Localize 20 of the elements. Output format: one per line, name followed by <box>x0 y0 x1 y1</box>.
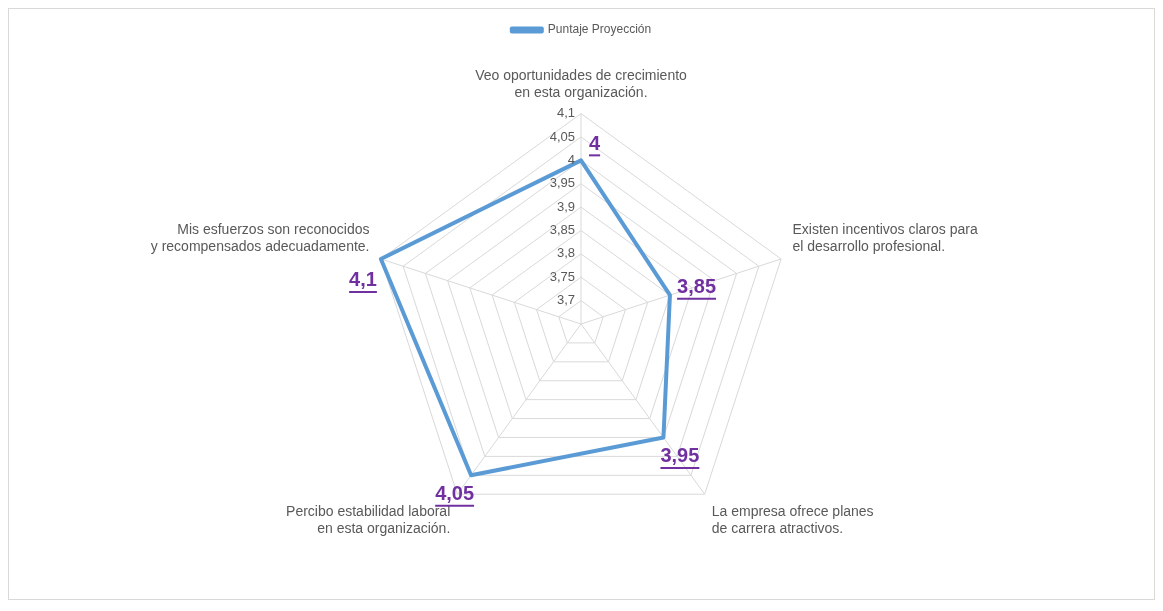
legend-label: Puntaje Proyección <box>547 22 652 37</box>
y-tick-label: 4 <box>567 151 575 167</box>
data-label: 4,05 <box>435 482 475 505</box>
spoke-label: Veo oportunidades de crecimiento en esta organización. <box>475 67 688 101</box>
y-tick-label: 3,7 <box>556 292 575 308</box>
data-label: 4,1 <box>349 268 377 291</box>
y-tick-label: 4,05 <box>549 128 575 144</box>
spoke-label: Percibo estabilidad laboral en esta organización. <box>286 503 451 536</box>
y-tick-label: 4,1 <box>556 105 575 121</box>
data-label: 4 <box>589 131 601 154</box>
y-tick-label: 3,9 <box>556 198 575 214</box>
y-tick-label: 3,85 <box>549 222 575 238</box>
spoke-label: Existen incentivos claros para el desarrollo profesional. <box>792 220 978 254</box>
y-tick-label: 3,95 <box>549 175 575 191</box>
y-tick-label: 3,8 <box>556 245 575 261</box>
data-label: 3,95 <box>660 444 700 467</box>
data-label: 3,85 <box>677 275 717 298</box>
spoke-label: Mis esfuerzos son reconocidos y recompensados adecuadamente. <box>150 220 370 254</box>
y-tick-label: 3,75 <box>549 268 575 284</box>
spoke-label: La empresa ofrece planes de carrera atractivos. <box>711 503 874 536</box>
